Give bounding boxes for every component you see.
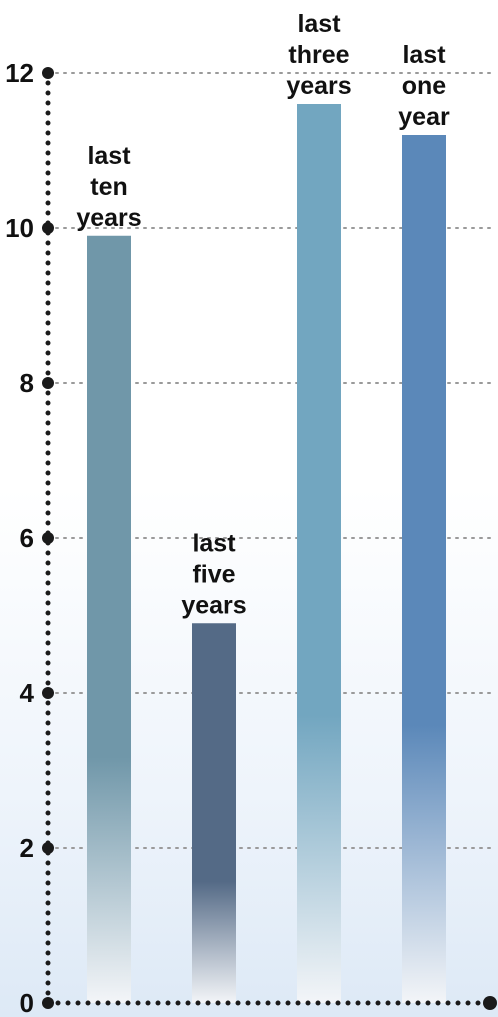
y-tick-label: 4 [20,678,35,708]
bar-label: years [181,591,246,619]
bar-label: year [398,103,450,131]
bar-label: last [87,142,131,170]
bar-label: last [402,41,446,69]
y-tick-dot [42,842,54,854]
y-tick-label: 0 [20,988,34,1017]
y-tick-label: 6 [20,523,34,553]
bar-labels: last ten years last five years last three years l… [76,10,450,619]
y-tick-dot [42,997,54,1009]
bar-label: one [402,72,447,100]
bars [87,104,446,1003]
bar-label: five [192,560,235,588]
bar [87,235,131,1003]
y-tick-dot [42,687,54,699]
y-ticks: 0 2 4 6 8 10 12 [5,58,54,1017]
bar-label: years [76,204,141,232]
y-tick-dot [42,532,54,544]
bar-label: years [286,72,351,100]
y-tick-label: 10 [5,213,34,243]
x-axis-end-dot [483,996,497,1010]
bar-label: last [297,10,341,38]
bar-label: ten [90,173,128,201]
bar [402,135,446,1003]
y-tick-label: 8 [20,368,34,398]
bar [192,623,236,1003]
bar-label: last [192,529,236,557]
y-tick-label: 2 [20,833,34,863]
y-tick-label: 12 [5,58,34,88]
y-tick-dot [42,67,54,79]
bar [297,104,341,1003]
bar-label: three [288,41,349,69]
y-tick-dot [42,222,54,234]
y-tick-dot [42,377,54,389]
